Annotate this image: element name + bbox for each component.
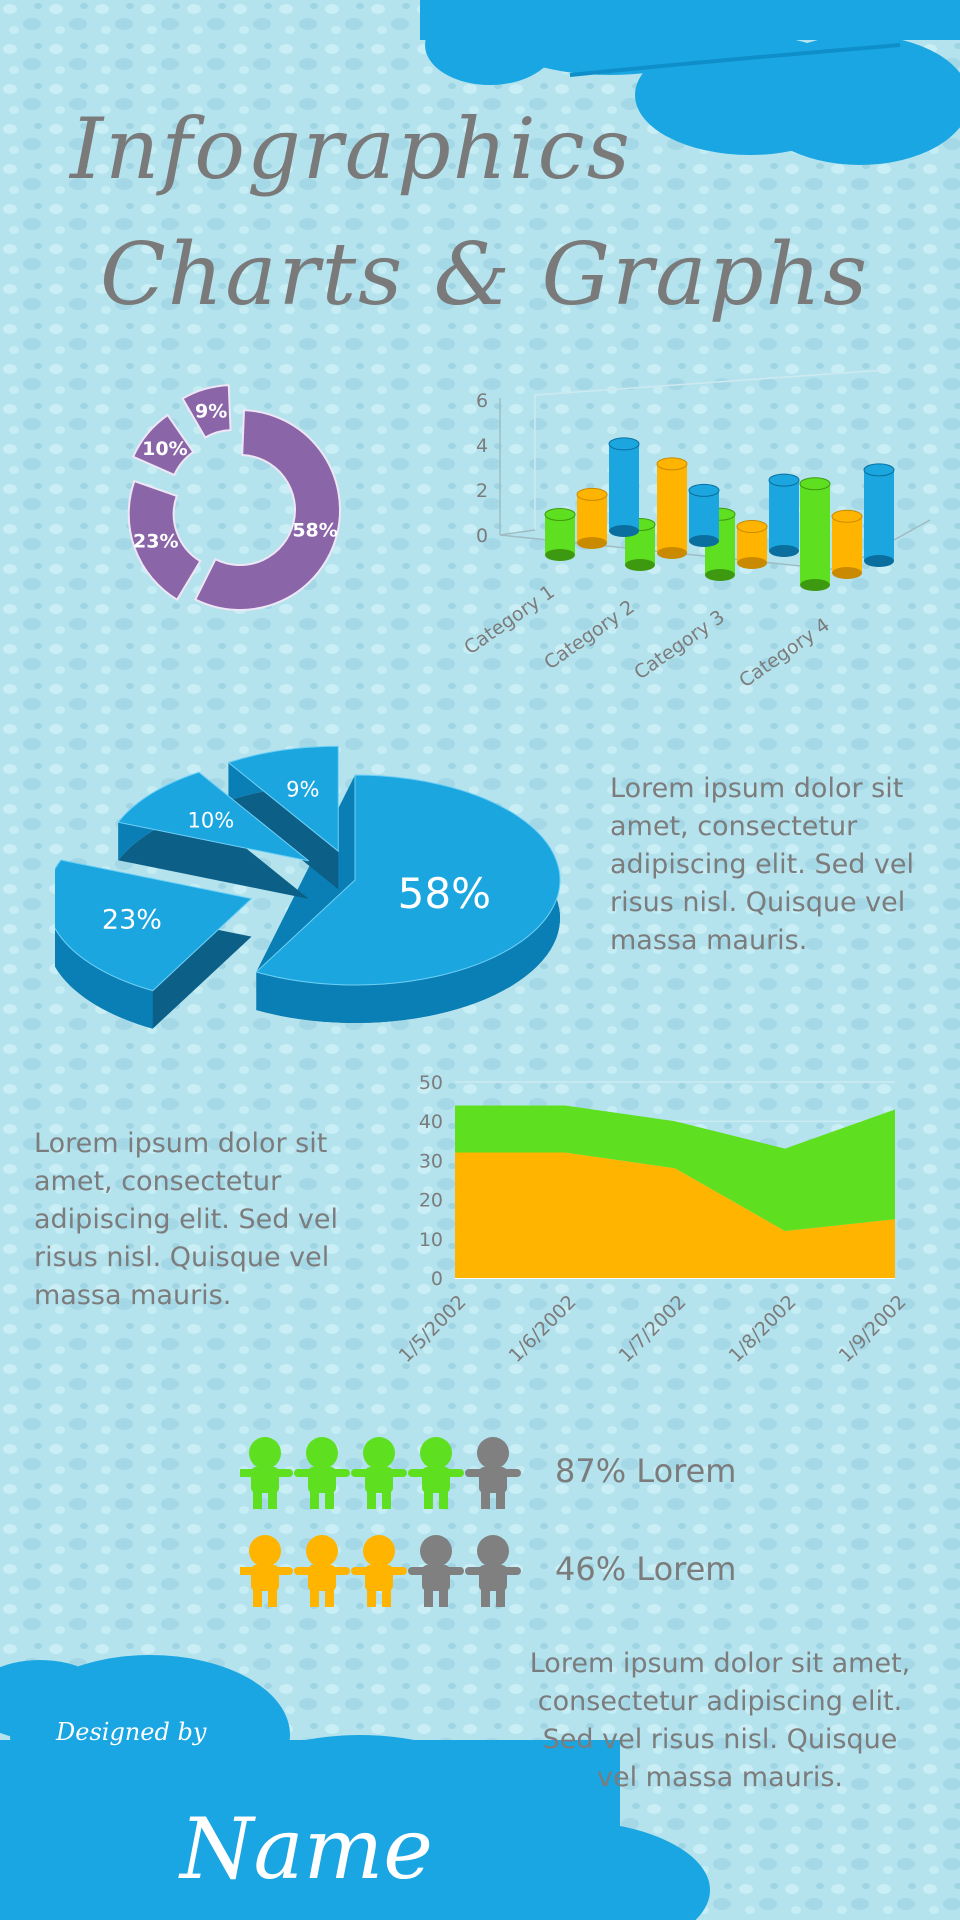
- area-ytick-0: 0: [431, 1268, 443, 1290]
- pie-label-4: 9%: [286, 778, 319, 802]
- cyl-ytick-0: 0: [476, 525, 488, 547]
- person-icon-2-3: [351, 1535, 407, 1607]
- cyl-ytick-2: 2: [476, 480, 488, 502]
- people-row-2-label: 46% Lorem: [555, 1550, 737, 1588]
- title-line-1: Infographics: [70, 100, 632, 198]
- cyl-bar-s2-c2: [656, 457, 688, 559]
- person-icon-2-1: [240, 1535, 293, 1607]
- person-icon-1-5: [465, 1437, 521, 1509]
- cyl-bar-s2-c1: [576, 487, 608, 549]
- donut-slice-1: [194, 409, 341, 611]
- people-row-1-label: 87% Lorem: [555, 1452, 737, 1490]
- donut-label-4: 9%: [195, 401, 227, 423]
- cyl-bar-s2-c3: [736, 520, 768, 569]
- area-ytick-50: 50: [419, 1072, 443, 1094]
- pie-label-2: 23%: [102, 905, 162, 936]
- person-icon-2-4: [408, 1535, 464, 1607]
- cyl-bar-s1-c2: [688, 483, 720, 547]
- area-xlabel-5: 1/9/2002: [835, 1291, 910, 1367]
- paragraph-1: Lorem ipsum dolor sit amet, consectetur …: [610, 773, 915, 956]
- donut-chart: 58% 23% 10% 9%: [127, 384, 341, 611]
- cyl-bar-s3-c4: [799, 477, 831, 591]
- chart-axes: [499, 398, 536, 536]
- cyl-bar-s1-c3: [768, 473, 800, 557]
- chart-back-wall: [534, 370, 896, 530]
- area-ytick-30: 30: [419, 1150, 443, 1172]
- person-icon-1-4: [408, 1437, 464, 1509]
- person-icon-1-1: [240, 1437, 293, 1509]
- area-series-2: [455, 1105, 895, 1231]
- pie-slice-2: [55, 859, 253, 992]
- area-xlabel-3: 1/7/2002: [615, 1291, 691, 1367]
- person-icon-1-2: [294, 1437, 350, 1509]
- pie-slice-4: [227, 745, 339, 853]
- paragraph-3: Lorem ipsum dolor sit amet, consectetur …: [529, 1648, 911, 1793]
- cyl-xlabel-3: Category 3: [630, 606, 729, 684]
- area-xlabel-2: 1/6/2002: [505, 1291, 581, 1367]
- cyl-xlabel-1: Category 1: [460, 581, 559, 659]
- donut-slice-4: [181, 384, 232, 439]
- pie-slice-3: [117, 771, 310, 862]
- cyl-bar-s1-c4: [863, 463, 895, 567]
- donut-label-3: 10%: [142, 438, 187, 460]
- donut-label-2: 23%: [133, 530, 178, 552]
- person-icon-1-3: [351, 1437, 407, 1509]
- paragraph-2: Lorem ipsum dolor sit amet, consectetur …: [34, 1128, 339, 1311]
- cyl-bar-s3-c1: [544, 508, 576, 561]
- area-ytick-40: 40: [419, 1111, 443, 1133]
- person-icon-2-2: [294, 1535, 350, 1607]
- cyl-ytick-4: 4: [476, 435, 488, 457]
- area-ytick-10: 10: [419, 1229, 443, 1251]
- area-ytick-20: 20: [419, 1190, 443, 1212]
- donut-label-1: 58%: [292, 519, 337, 541]
- person-icon-2-5: [465, 1535, 521, 1607]
- cyl-ytick-6: 6: [476, 390, 488, 412]
- donut-slice-3: [131, 413, 195, 477]
- pie-slice-1: [255, 774, 561, 986]
- title-line-2: Charts & Graphs: [100, 225, 870, 325]
- area-xlabel-4: 1/8/2002: [725, 1291, 801, 1367]
- pie-label-3: 10%: [187, 808, 234, 832]
- area-xlabel-1: 1/5/2002: [395, 1291, 471, 1367]
- cyl-xlabel-2: Category 2: [540, 596, 639, 674]
- pie-label-1: 58%: [398, 869, 491, 918]
- cyl-bar-s2-c4: [831, 509, 863, 579]
- bottom-cloud: [0, 1655, 710, 1920]
- area-series-1: [455, 1152, 895, 1278]
- cyl-bar-s1-c1: [608, 437, 640, 537]
- cyl-xlabel-4: Category 4: [735, 614, 834, 692]
- people-row-2: [240, 1535, 521, 1607]
- donut-slice-2: [127, 479, 202, 602]
- people-row-1: [240, 1437, 521, 1509]
- designed-by-label: Designed by: [56, 1718, 207, 1746]
- designer-name: Name: [180, 1800, 433, 1898]
- top-cloud: [420, 0, 960, 165]
- stacked-area-chart: 0 10 20 30 40 50 1/5/2002 1/6/2002 1/7/2002 1/8/…: [395, 1072, 910, 1367]
- exploded-pie-chart: 58% 23% 10% 9%: [55, 745, 561, 1029]
